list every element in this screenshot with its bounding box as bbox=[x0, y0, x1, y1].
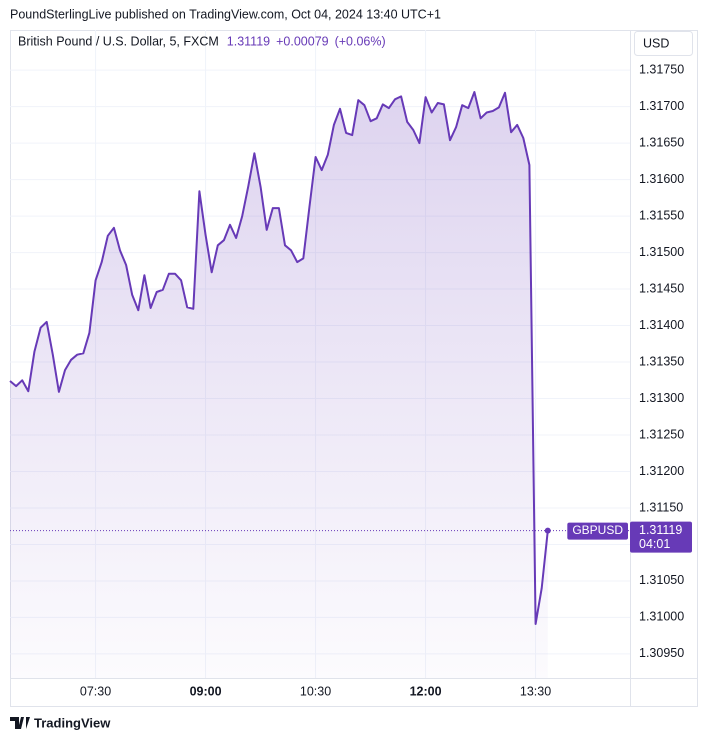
y-tick-label: 1.31150 bbox=[639, 500, 683, 514]
x-tick-label: 10:30 bbox=[300, 684, 331, 698]
series-label: GBPUSD bbox=[572, 523, 623, 537]
y-tick-label: 1.31000 bbox=[639, 610, 684, 624]
currency-label[interactable]: USD bbox=[643, 36, 669, 50]
last-point bbox=[544, 527, 551, 534]
y-tick-label: 1.31400 bbox=[639, 318, 684, 332]
y-tick-label: 1.31550 bbox=[639, 208, 684, 222]
x-tick-label: 13:30 bbox=[520, 684, 551, 698]
y-tick-label: 1.31700 bbox=[639, 99, 684, 113]
last-price-box bbox=[630, 521, 692, 553]
y-tick-label: 1.31500 bbox=[639, 245, 684, 259]
x-tick-label: 07:30 bbox=[80, 684, 111, 698]
symbol-title: British Pound / U.S. Dollar, 5, FXCM bbox=[18, 34, 219, 48]
series-label-box bbox=[567, 522, 628, 540]
brand-name: TradingView bbox=[34, 715, 111, 730]
brand-icon bbox=[10, 717, 30, 729]
bar-countdown: 04:01 bbox=[639, 537, 670, 551]
y-tick-label: 1.31650 bbox=[639, 135, 684, 149]
area-fill bbox=[10, 92, 548, 678]
price-line bbox=[9, 91, 549, 625]
y-tick-label: 1.31300 bbox=[639, 391, 684, 405]
publisher-line: PoundSterlingLive published on TradingVi… bbox=[10, 7, 441, 21]
header-change: +0.00079 bbox=[276, 34, 329, 48]
axes: 1.309501.310001.310501.311001.311501.312… bbox=[80, 62, 692, 698]
y-tick-label: 1.31050 bbox=[639, 573, 684, 587]
header-change-percent: (+0.06%) bbox=[335, 34, 386, 48]
chart-frame bbox=[10, 30, 698, 707]
x-tick-label: 09:00 bbox=[190, 684, 222, 698]
y-tick-label: 1.31200 bbox=[639, 464, 684, 478]
last-price-label: 1.31119 bbox=[639, 523, 682, 537]
plot bbox=[9, 91, 630, 678]
y-tick-label: 1.31750 bbox=[639, 62, 684, 76]
y-tick-label: 1.31450 bbox=[639, 281, 684, 295]
y-tick-label: 1.30950 bbox=[639, 646, 684, 660]
y-tick-label: 1.31600 bbox=[639, 172, 684, 186]
currency-button[interactable] bbox=[634, 31, 693, 56]
y-tick-label: 1.31350 bbox=[639, 354, 684, 368]
x-tick-label: 12:00 bbox=[410, 684, 442, 698]
y-tick-label: 1.31250 bbox=[639, 427, 684, 441]
brand-logo: TradingView bbox=[10, 715, 111, 730]
header-price: 1.31119 bbox=[227, 34, 270, 48]
